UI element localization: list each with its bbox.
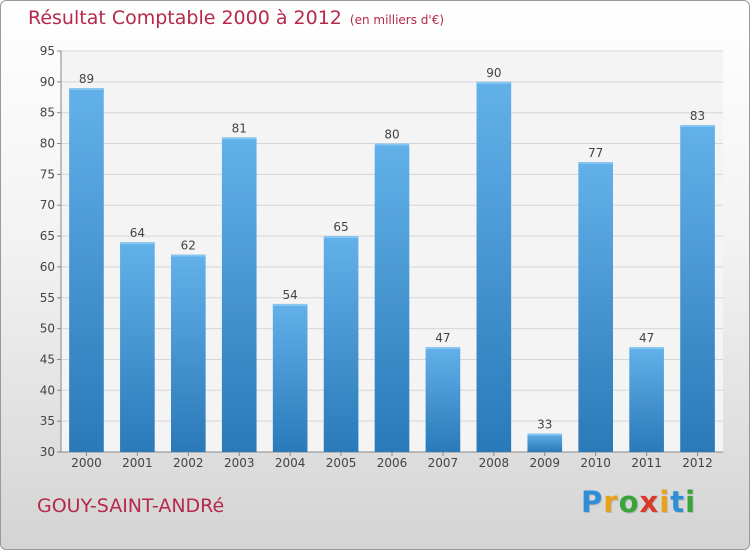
bar-2000 [69,88,104,452]
x-tick-label: 2009 [529,456,560,470]
x-tick-label: 2010 [580,456,611,470]
bar-2012 [680,125,715,453]
data-label: 65 [333,220,348,234]
bar-2005 [323,236,359,452]
y-tick-label: 55 [40,291,55,305]
data-labels: 89 64 62 81 54 65 80 47 90 33 77 47 83 [79,66,705,432]
logo-letter: r [603,485,619,519]
logo-letter: P [581,485,604,519]
data-label: 64 [130,226,145,240]
data-label: 54 [283,288,298,302]
data-label: 80 [384,128,399,142]
x-tick-label: 2006 [377,456,408,470]
x-tick-label: 2003 [224,456,255,470]
y-tick-label: 80 [40,137,55,151]
x-tick-label: 2002 [173,456,204,470]
y-tick-label: 95 [40,44,55,58]
data-label: 89 [79,72,94,86]
y-tick-label: 30 [40,445,55,459]
y-tick-label: 70 [40,198,55,212]
data-label: 47 [639,331,654,345]
x-tick-label: 2000 [71,456,102,470]
x-tick-label: 2001 [122,456,153,470]
bar-highlight [629,347,664,350]
bar-2001 [120,242,155,452]
y-tick-label: 60 [40,260,55,274]
x-tick-label: 2005 [326,456,357,470]
logo-letter: i [659,485,671,519]
y-tick-label: 65 [40,229,55,243]
bar-highlight [323,236,359,239]
data-label: 90 [486,66,501,80]
logo-letter: o [618,485,640,519]
x-tick-label: 2008 [479,456,510,470]
chart-unit-note: (en milliers d'€) [349,13,445,27]
logo-letter: i [685,485,697,519]
bar-2009 [527,433,563,452]
bar-2010 [578,162,614,453]
x-tick-label: 2004 [275,456,306,470]
y-tick-label: 50 [40,322,55,336]
bar-highlight [425,347,461,350]
bar-highlight [578,162,614,165]
bar-highlight [476,81,512,84]
axes: 30 35 40 45 50 55 60 65 70 75 80 85 90 95 2000 2001 2002… [40,44,723,470]
bar-highlight [221,137,257,140]
bar-2002 [170,254,206,452]
bar-2004 [272,303,308,452]
data-label: 62 [181,239,196,253]
commune-name: GOUY-SAINT-ANDRé [37,495,225,517]
bar-highlight [69,88,104,91]
data-label: 77 [588,146,603,160]
bar-highlight [680,125,715,128]
y-tick-label: 85 [40,106,55,120]
chart-title: Résultat Comptable 2000 à 2012 (en millie… [28,7,444,29]
y-tick-label: 40 [40,383,55,397]
data-label: 83 [690,109,705,123]
y-tick-label: 35 [40,414,55,428]
bar-highlight [170,254,206,257]
bar-highlight [120,242,155,245]
bar-2007 [425,347,461,452]
y-tick-label: 45 [40,352,55,366]
x-tick-label: 2012 [682,456,713,470]
y-tick-label: 90 [40,75,55,89]
bars [69,81,715,453]
bar-highlight [527,433,563,436]
y-tick-label: 75 [40,167,55,181]
x-tick-label: 2007 [428,456,459,470]
bar-highlight [272,303,308,306]
bar-2006 [374,143,410,453]
x-tick-label: 2011 [631,456,662,470]
chart-title-main: Résultat Comptable 2000 à 2012 [28,7,342,29]
bar-2008 [476,81,512,452]
logo-letter: t [670,485,686,519]
bar-highlight [374,143,410,146]
data-label: 47 [435,331,450,345]
data-label: 33 [537,417,552,431]
bar-2011 [629,347,664,452]
bar-2003 [221,137,257,452]
logo-letter: x [639,485,660,519]
proxiti-logo: Proxiti [581,485,696,519]
data-label: 81 [232,121,247,135]
